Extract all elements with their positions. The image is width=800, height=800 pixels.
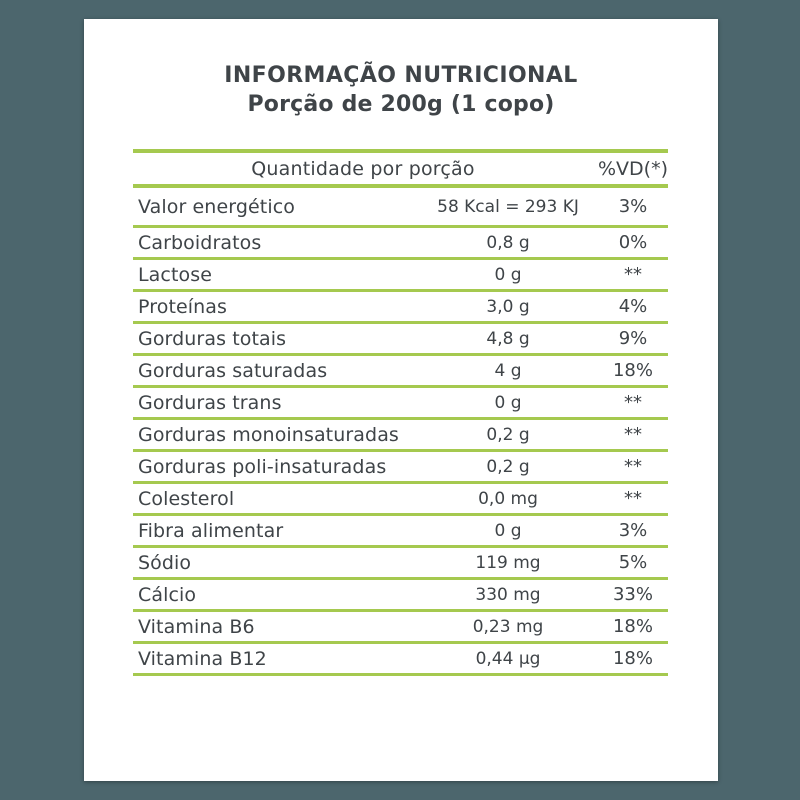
nutrient-name: Gorduras totais <box>138 327 287 350</box>
nutrient-daily-value: 9% <box>618 328 648 349</box>
nutrient-name: Sódio <box>138 551 192 574</box>
nutrient-amount: 0,2 g <box>486 424 530 445</box>
table-row: Sódio 119 mg 5% <box>133 548 668 580</box>
header-daily-value: %VD(*) <box>597 157 668 180</box>
nutrient-name: Carboidratos <box>138 231 262 254</box>
table-row: Cálcio 330 mg 33% <box>133 580 668 612</box>
nutrient-amount: 4,8 g <box>486 328 530 349</box>
table-row: Gorduras saturadas 4 g 18% <box>133 356 668 388</box>
nutrient-daily-value: 4% <box>618 296 648 317</box>
nutrient-amount: 0 g <box>494 392 522 413</box>
table-row: Gorduras monoinsaturadas 0,2 g ** <box>133 420 668 452</box>
nutrient-amount: 0,44 µg <box>475 648 541 669</box>
nutrition-label-card: INFORMAÇÃO NUTRICIONAL Porção de 200g (1… <box>84 19 718 781</box>
nutrient-daily-value: ** <box>624 264 642 285</box>
table-row: Lactose 0 g ** <box>133 260 668 292</box>
nutrient-daily-value: ** <box>624 424 642 445</box>
nutrient-daily-value: 18% <box>612 360 653 381</box>
nutrient-daily-value: 18% <box>612 648 653 669</box>
nutrient-name: Gorduras poli-insaturadas <box>138 455 387 478</box>
nutrient-name: Fibra alimentar <box>138 519 284 542</box>
nutrient-amount: 330 mg <box>475 584 541 605</box>
nutrient-amount: 58 Kcal = 293 KJ <box>437 196 579 217</box>
nutrient-daily-value: ** <box>624 488 642 509</box>
table-row: Valor energético 58 Kcal = 293 KJ 3% <box>133 188 668 228</box>
nutrient-name: Colesterol <box>138 487 235 510</box>
nutrient-amount: 3,0 g <box>486 296 530 317</box>
nutrient-amount: 0,23 mg <box>472 616 544 637</box>
nutrient-daily-value: 5% <box>618 552 648 573</box>
nutrient-name: Lactose <box>138 263 213 286</box>
table-row: Fibra alimentar 0 g 3% <box>133 516 668 548</box>
table-row: Vitamina B12 0,44 µg 18% <box>133 644 668 676</box>
nutrient-name: Proteínas <box>138 295 228 318</box>
table-row: Proteínas 3,0 g 4% <box>133 292 668 324</box>
label-serving-size: Porção de 200g (1 copo) <box>247 92 555 117</box>
header-amount-per-serving: Quantidade por porção <box>251 157 475 180</box>
nutrient-name: Gorduras monoinsaturadas <box>138 423 399 446</box>
table-body: Valor energético 58 Kcal = 293 KJ 3% Car… <box>133 188 668 676</box>
nutrient-amount: 4 g <box>494 360 522 381</box>
nutrient-amount: 119 mg <box>475 552 541 573</box>
table-row: Gorduras trans 0 g ** <box>133 388 668 420</box>
table-header-row: Quantidade por porção %VD(*) <box>133 149 668 188</box>
table-row: Vitamina B6 0,23 mg 18% <box>133 612 668 644</box>
nutrient-daily-value: 33% <box>612 584 653 605</box>
table-row: Gorduras poli-insaturadas 0,2 g ** <box>133 452 668 484</box>
table-row: Carboidratos 0,8 g 0% <box>133 228 668 260</box>
nutrient-daily-value: ** <box>624 392 642 413</box>
nutrient-name: Gorduras trans <box>138 391 282 414</box>
label-title: INFORMAÇÃO NUTRICIONAL <box>224 63 578 88</box>
nutrition-table: Quantidade por porção %VD(*) Valor energ… <box>133 149 668 676</box>
nutrient-name: Gorduras saturadas <box>138 359 328 382</box>
nutrient-daily-value: 3% <box>618 196 648 217</box>
nutrient-daily-value: 0% <box>618 232 648 253</box>
nutrient-amount: 0,2 g <box>486 456 530 477</box>
nutrient-name: Vitamina B12 <box>138 647 267 670</box>
nutrient-name: Cálcio <box>138 583 197 606</box>
nutrient-daily-value: 18% <box>612 616 653 637</box>
nutrient-daily-value: ** <box>624 456 642 477</box>
table-row: Gorduras totais 4,8 g 9% <box>133 324 668 356</box>
nutrient-amount: 0,0 mg <box>478 488 538 509</box>
nutrient-daily-value: 3% <box>618 520 648 541</box>
nutrient-amount: 0 g <box>494 520 522 541</box>
nutrient-name: Vitamina B6 <box>138 615 255 638</box>
table-row: Colesterol 0,0 mg ** <box>133 484 668 516</box>
nutrient-amount: 0 g <box>494 264 522 285</box>
nutrient-name: Valor energético <box>138 195 295 218</box>
nutrient-amount: 0,8 g <box>486 232 530 253</box>
